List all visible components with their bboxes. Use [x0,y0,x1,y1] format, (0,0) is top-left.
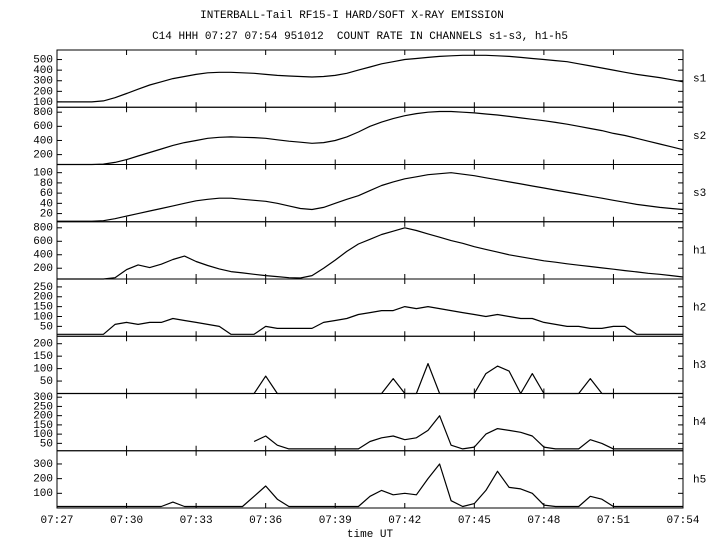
y-tick-label: 600 [33,236,53,248]
data-line [57,110,684,166]
y-tick-label: 400 [33,65,53,77]
y-tick-label: 20 [40,208,53,220]
channel-label: h1 [693,245,707,257]
channel-label: h5 [693,474,706,486]
x-tick-label: 07:45 [458,515,491,527]
y-tick-label: 50 [40,438,53,450]
y-tick-label: 300 [33,76,53,88]
y-tick-label: 250 [33,401,53,413]
y-tick-label: 200 [33,474,53,486]
x-tick-label: 07:36 [249,515,282,527]
channel-label: h2 [693,303,706,315]
panel-frame [56,450,684,509]
panel-frame [56,221,684,280]
y-tick-label: 150 [33,302,53,314]
channel-label: s1 [693,74,707,86]
y-tick-label: 250 [33,282,53,294]
x-tick-label: 07:39 [319,515,352,527]
y-tick-label: 800 [33,107,53,119]
data-line [57,172,684,222]
x-tick-label: 07:27 [40,515,73,527]
y-tick-label: 200 [33,292,53,304]
data-line [57,363,683,395]
channel-label: h3 [693,360,706,372]
x-tick-label: 07:33 [180,515,213,527]
y-tick-label: 60 [40,188,53,200]
channel-label: s3 [693,188,706,200]
y-tick-label: 500 [33,54,53,66]
y-tick-label: 200 [33,339,53,351]
y-tick-label: 150 [33,351,53,363]
y-tick-label: 200 [33,86,53,98]
y-tick-label: 100 [33,364,53,376]
y-tick-label: 300 [33,459,53,471]
data-line [253,415,683,450]
y-tick-label: 400 [33,135,53,147]
y-tick-label: 100 [33,488,53,500]
chart-title: INTERBALL-Tail RF15-I HARD/SOFT X-RAY EM… [200,10,504,22]
y-tick-label: 80 [40,178,53,190]
y-tick-label: 150 [33,420,53,432]
y-tick-label: 400 [33,250,53,262]
y-tick-label: 40 [40,198,53,210]
data-line [57,463,683,508]
y-tick-label: 100 [33,168,53,180]
x-tick-label: 07:54 [666,515,699,527]
y-tick-label: 100 [33,97,53,109]
y-tick-label: 300 [33,392,53,404]
channel-label: s2 [693,131,706,143]
x-tick-label: 07:51 [597,515,630,527]
data-line [57,54,684,103]
y-tick-label: 800 [33,223,53,235]
data-line [57,227,684,280]
y-tick-label: 200 [33,411,53,423]
x-tick-label: 07:30 [110,515,143,527]
panel-frame [56,49,684,108]
y-tick-label: 50 [40,321,53,333]
y-tick-label: 600 [33,121,53,133]
chart-subtitle: C14 HHH 07:27 07:54 951012 COUNT RATE IN… [152,31,568,43]
y-tick-label: 200 [33,150,53,162]
panel-frame [56,164,684,223]
panel-frame [56,335,684,394]
x-tick-label: 07:42 [388,515,421,527]
y-tick-label: 100 [33,311,53,323]
data-line [57,306,683,335]
y-tick-label: 50 [40,376,53,388]
x-axis-label: time UT [347,529,394,541]
y-tick-label: 100 [33,429,53,441]
channel-label: h4 [693,417,707,429]
x-tick-label: 07:48 [527,515,560,527]
y-tick-label: 200 [33,263,53,275]
panel-frame [56,106,684,165]
